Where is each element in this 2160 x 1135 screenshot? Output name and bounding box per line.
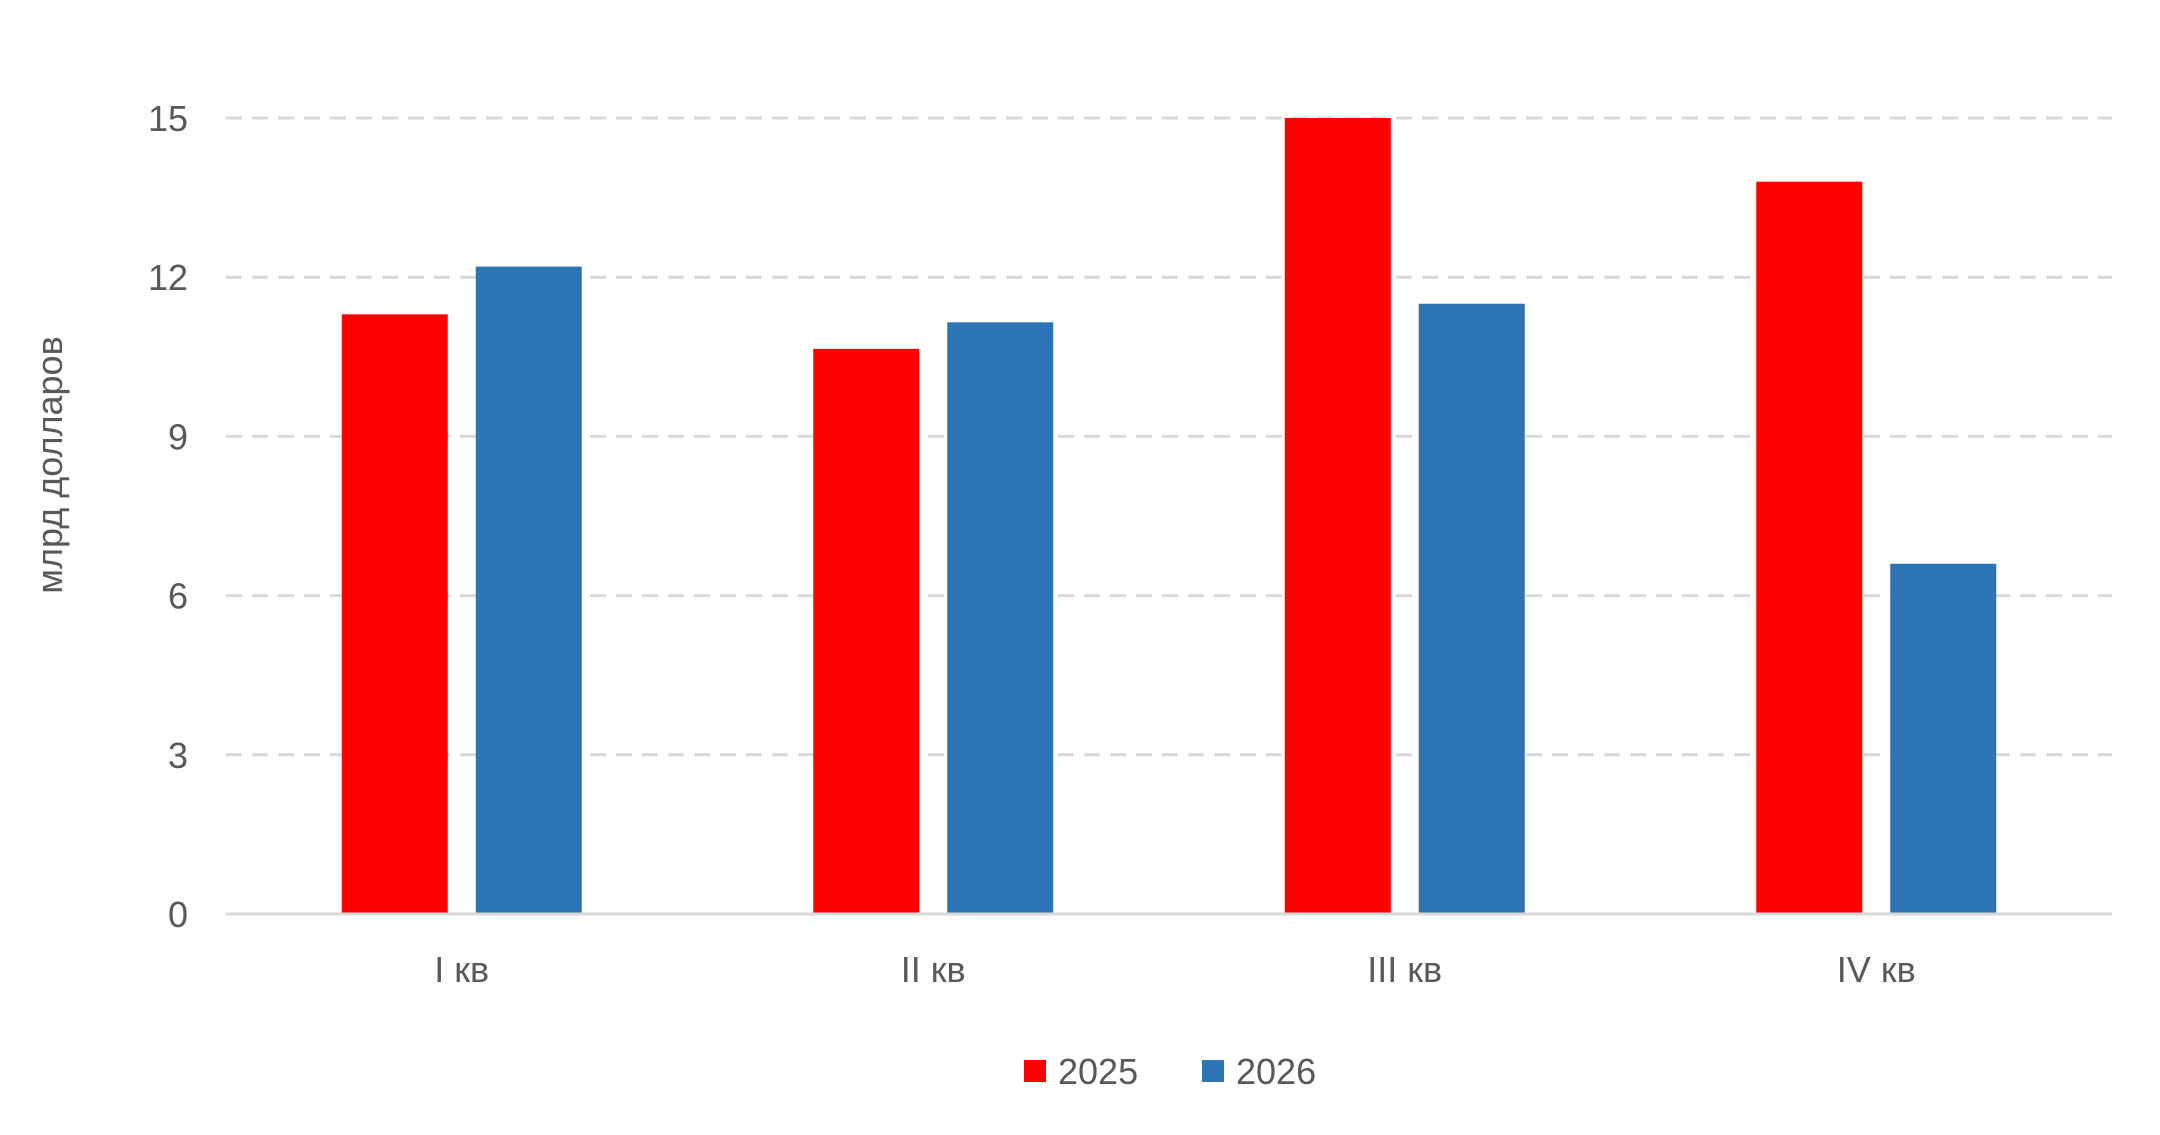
- bars: [341, 118, 1997, 915]
- x-tick-label: II кв: [901, 949, 966, 990]
- bar-2026: [947, 322, 1054, 915]
- bar-2026: [1418, 303, 1525, 914]
- y-tick-label: 12: [148, 257, 188, 298]
- x-tick-label: III кв: [1367, 949, 1442, 990]
- bar-2026: [1890, 563, 1997, 914]
- bar-2025: [813, 348, 920, 915]
- bar-2025: [1284, 118, 1391, 914]
- y-tick-label: 9: [168, 416, 188, 457]
- legend-swatch-2025: [1024, 1060, 1046, 1082]
- bar-2026: [475, 266, 582, 914]
- axes: 0 3 6 9 12 15 млрд долларов I кв II кв III кв IV к…: [29, 98, 2112, 990]
- legend-swatch-2026: [1202, 1060, 1224, 1082]
- legend-label-2025: 2025: [1058, 1051, 1138, 1092]
- y-tick-label: 3: [168, 735, 188, 776]
- x-tick-label: I кв: [434, 949, 489, 990]
- y-tick-label: 15: [148, 98, 188, 139]
- bar-2025: [341, 314, 448, 914]
- x-tick-label: IV кв: [1837, 949, 1916, 990]
- bar-2025: [1756, 181, 1863, 914]
- y-tick-label: 0: [168, 894, 188, 935]
- legend: 2025 2026: [1024, 1051, 1316, 1092]
- legend-label-2026: 2026: [1236, 1051, 1316, 1092]
- y-axis-title: млрд долларов: [29, 336, 70, 593]
- y-tick-label: 6: [168, 576, 188, 617]
